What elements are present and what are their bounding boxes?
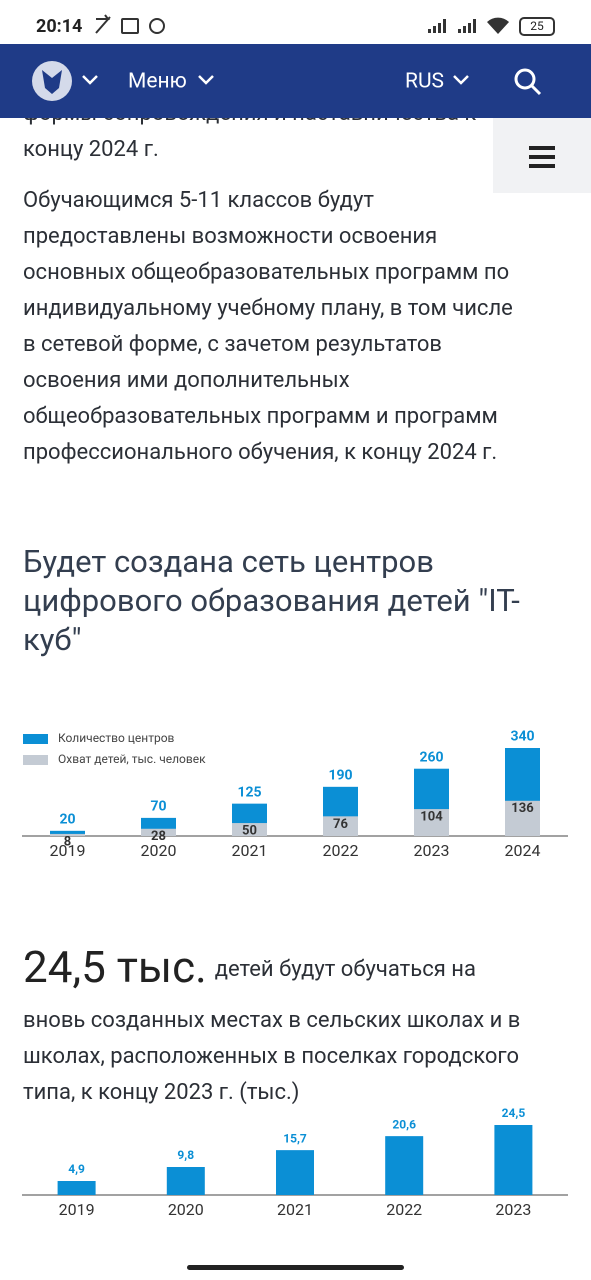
search-button[interactable] [514,68,542,96]
highlight: 24,5 тыс. детей будут обучаться на [23,941,476,993]
bar [50,830,85,836]
bar [141,828,176,836]
paragraph-line: школах, расположенных в поселках городск… [23,1044,519,1069]
value-label: 20 [59,812,75,828]
paragraph-line: общеобразовательных программ и программ [23,404,498,429]
value-label: 340 [510,729,534,745]
paragraph-line: типа, к концу 2023 г. (тыс.) [23,1080,299,1105]
highlight-text: детей будут обучаться на [215,957,476,982]
paragraph-line: в сетевой форме, с зачетом результатов [23,332,442,357]
menu-button[interactable]: Меню [128,70,187,94]
value-label: 4,9 [68,1162,85,1176]
x-tick-label: 2024 [505,841,541,860]
emblem[interactable] [32,61,98,101]
language-caret[interactable] [453,75,469,85]
value-label: 24,5 [502,1106,526,1120]
battery [519,17,555,36]
paragraph-line: концу 2024 г. [23,137,159,162]
toc-icon[interactable] [529,146,555,168]
article: формы сопровождения и наставничества кко… [23,101,520,1105]
paragraph-line: вновь созданных местах в сельских школах… [23,1008,520,1033]
bar [323,816,358,836]
bar [385,1136,424,1195]
value-label: 70 [150,799,166,815]
bar [166,1167,205,1195]
x-tick-label: 2023 [495,1200,531,1219]
value-label: 190 [328,768,352,784]
bar [494,1125,533,1195]
value-label: 260 [419,749,443,765]
value-label: 125 [237,784,261,800]
value-label: 20,6 [392,1117,416,1131]
highlight-number: 24,5 тыс. [23,941,207,993]
section-heading: цифрового образования детей "IT- [23,582,520,619]
bar [50,833,85,836]
x-tick-label: 2022 [386,1200,422,1219]
nav-bar [0,44,591,118]
legend-label: Количество центров [58,731,175,745]
x-tick-label: 2019 [50,841,86,860]
charts: 2019 2020 2021 2022 2023 2024 20 70 125 190 260 340… [22,729,568,1219]
value-label: 136 [511,801,534,816]
paragraph-line: профессионального обучения, к концу 2024… [23,440,497,465]
value-label: 50 [242,823,257,838]
x-tick-label: 2021 [277,1200,313,1219]
gesture-bar [187,1265,404,1270]
language-button[interactable]: RUS [405,70,444,94]
value-label: 28 [151,829,166,844]
paragraph-line: предоставлены возможности освоения [23,224,437,249]
status-time: 20:14 [36,16,82,37]
value-label: 104 [420,810,443,825]
paragraph-line: Обучающимся 5-11 классов будут [23,188,374,213]
bar [232,823,267,836]
x-tick-label: 2020 [168,1200,204,1219]
section-heading: Будет создана сеть центров [23,543,434,580]
legend-swatch [23,755,48,765]
battery-level: 25 [530,19,544,33]
value-label: 76 [333,817,348,832]
section-heading: куб" [23,621,82,658]
value-label: 9,8 [177,1148,194,1162]
menu-caret[interactable] [198,75,214,85]
value-label: 8 [64,834,71,849]
paragraph-line: индивидуальному учебному плану, в том чи… [23,296,513,321]
bar [57,1181,96,1195]
signal-icons [428,17,509,34]
paragraph-line: основных общеобразовательных программ по [23,260,509,285]
bar [276,1150,314,1195]
x-tick-label: 2021 [232,841,268,860]
legend-label: Охват детей, тыс. человек [58,752,206,766]
x-tick-label: 2020 [141,841,177,860]
bar [414,809,449,836]
paragraph-line: освоения ими дополнительных [23,368,350,393]
x-tick-label: 2019 [59,1200,95,1219]
x-tick-label: 2022 [323,841,359,860]
bar [505,800,540,836]
value-label: 15,7 [283,1131,307,1145]
status-icons [95,14,165,34]
x-tick-label: 2023 [414,841,450,860]
legend-swatch [23,734,48,744]
